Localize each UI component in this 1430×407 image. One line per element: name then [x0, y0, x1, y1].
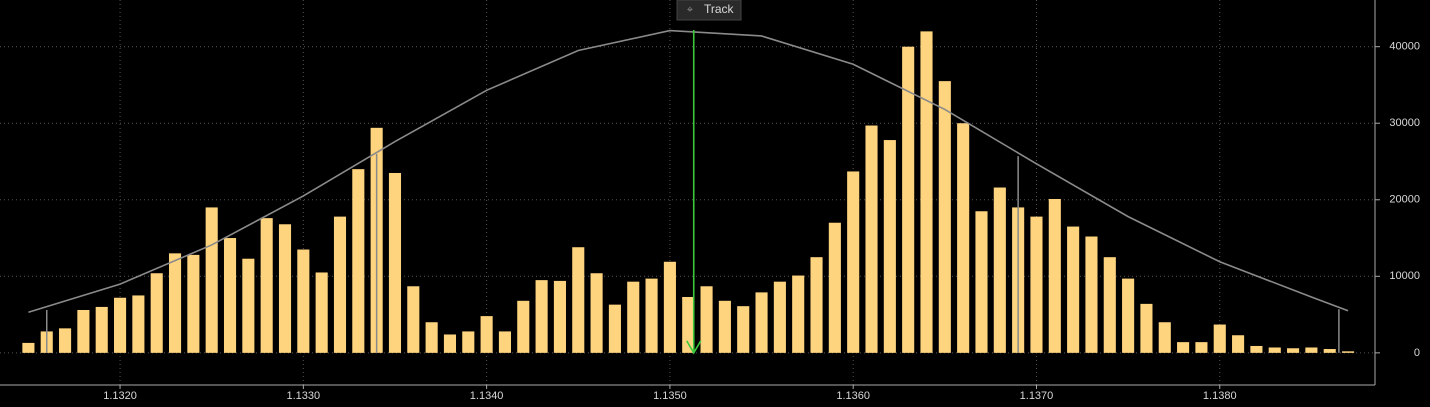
track-icon: ⌖ [687, 4, 693, 16]
y-tick-label: 40000 [1389, 41, 1420, 53]
bar [1030, 216, 1043, 353]
x-tick-label: 1.1330 [287, 390, 321, 402]
normal-curve [28, 29, 1349, 314]
bar [1305, 347, 1318, 353]
bar [168, 253, 182, 353]
bar [1342, 351, 1355, 353]
bar [682, 296, 695, 353]
track-button[interactable] [676, 0, 742, 21]
bar [1067, 226, 1080, 353]
bar [150, 273, 163, 353]
bar [480, 316, 493, 353]
marks [22, 29, 1355, 355]
bar [1232, 335, 1245, 353]
bar [810, 257, 823, 353]
bar [663, 261, 676, 353]
bar [260, 218, 273, 353]
bar [297, 249, 310, 353]
bar [993, 187, 1006, 353]
bar [132, 295, 145, 353]
bar [407, 286, 420, 353]
bar [1268, 347, 1281, 353]
bar [1140, 303, 1153, 353]
bar [388, 172, 402, 353]
bar [498, 331, 511, 353]
y-tick-label: 30000 [1389, 117, 1420, 129]
bar [425, 322, 438, 353]
bar [443, 334, 457, 353]
bar [1158, 322, 1171, 353]
bar [627, 281, 640, 353]
x-tick-label: 1.1350 [653, 390, 687, 402]
bar [975, 211, 988, 353]
bar [1048, 199, 1061, 353]
bar [608, 304, 621, 353]
bar [1250, 345, 1263, 353]
bar [883, 140, 896, 353]
bar [773, 281, 786, 353]
y-tick-label: 20000 [1389, 194, 1420, 206]
bar [737, 306, 750, 353]
bar [242, 258, 255, 353]
bar [920, 31, 933, 353]
bar [1122, 278, 1135, 353]
bar [315, 272, 328, 353]
x-tick-label: 1.1370 [1020, 390, 1054, 402]
bar [535, 280, 548, 353]
bar [1213, 324, 1226, 353]
bar [700, 286, 713, 353]
bar [755, 292, 768, 353]
bar [352, 169, 365, 353]
bar [77, 309, 90, 353]
bar [847, 171, 860, 353]
bar [187, 254, 200, 353]
bar [1085, 236, 1098, 353]
bar [865, 125, 878, 353]
bar [1103, 257, 1116, 353]
bar [792, 275, 805, 353]
bar [553, 280, 566, 353]
track-label[interactable]: Track [704, 2, 735, 16]
bar [828, 222, 841, 353]
bar [59, 328, 72, 353]
x-tick-label: 1.1360 [836, 390, 870, 402]
x-tick-label: 1.1380 [1203, 390, 1237, 402]
bar [718, 300, 731, 353]
bar [517, 300, 530, 353]
bar [114, 297, 127, 353]
bar [572, 247, 585, 353]
bar [938, 81, 951, 353]
bar [333, 216, 347, 353]
bar [590, 273, 603, 353]
bar [1287, 348, 1300, 353]
y-tick-label: 10000 [1389, 270, 1420, 282]
bar [645, 278, 658, 353]
bar [278, 224, 292, 353]
bar [462, 331, 475, 353]
bar [95, 306, 108, 353]
bar [223, 238, 237, 353]
bar [22, 342, 35, 353]
x-tick-label: 1.1340 [470, 390, 504, 402]
x-tick-label: 1.1320 [103, 390, 137, 402]
bar [957, 123, 970, 353]
track-arrow [686, 340, 702, 355]
bar [1323, 349, 1336, 353]
bar [1177, 342, 1190, 353]
bar [205, 207, 218, 353]
bar [902, 46, 915, 353]
y-tick-label: 0 [1414, 347, 1420, 359]
bar [1195, 342, 1208, 353]
